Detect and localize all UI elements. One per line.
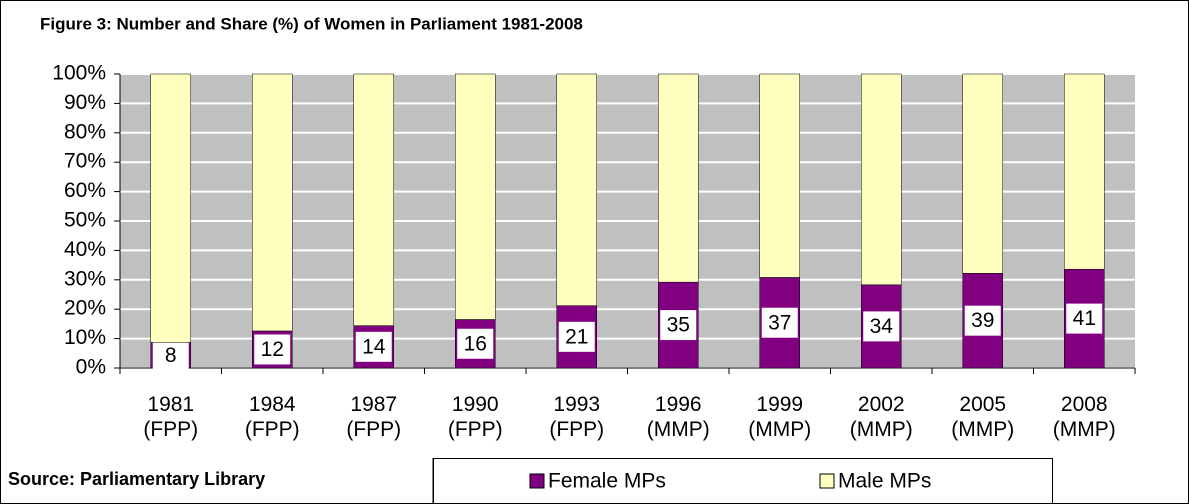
bar-segment	[759, 73, 800, 278]
data-label: 39	[971, 309, 994, 332]
y-tick-label: 90%	[64, 91, 106, 114]
x-tick-label: 2008 (MMP)	[1052, 393, 1116, 441]
data-label: 34	[870, 315, 894, 338]
data-label-box	[457, 328, 494, 359]
y-tick-label: 0%	[76, 356, 106, 379]
legend-swatch	[529, 473, 545, 489]
legend-label: Female MPs	[548, 470, 666, 493]
x-tick-label: 1984 (FPP)	[244, 393, 300, 441]
y-tick-label: 50%	[64, 209, 106, 232]
data-label-box	[964, 305, 1001, 336]
data-label-box	[558, 321, 595, 352]
bar-segment	[150, 73, 191, 343]
data-label-box	[1066, 303, 1103, 334]
bar-segment	[353, 73, 394, 326]
data-label: 37	[768, 311, 791, 334]
bar-segment	[455, 73, 496, 320]
data-label: 12	[261, 338, 284, 361]
y-tick-label: 10%	[64, 326, 106, 349]
x-tick-label: 1987 (FPP)	[346, 393, 402, 441]
bar-segment	[1064, 73, 1105, 270]
data-label: 16	[464, 332, 487, 355]
x-tick-label: 2002 (MMP)	[849, 393, 913, 441]
y-tick-label: 80%	[64, 120, 106, 143]
y-tick-label: 100%	[52, 62, 106, 85]
data-label-box	[761, 307, 798, 338]
data-label-box	[152, 340, 189, 371]
data-label-box	[254, 334, 291, 365]
y-tick-label: 60%	[64, 179, 106, 202]
y-tick-label: 70%	[64, 150, 106, 173]
x-tick-label: 1993 (FPP)	[549, 393, 605, 441]
bar-segment	[252, 73, 293, 332]
bar-segment	[556, 73, 597, 306]
data-label: 14	[362, 335, 386, 358]
data-label-box	[660, 310, 697, 341]
data-label: 35	[667, 314, 690, 337]
bar-segment	[658, 73, 699, 283]
y-tick-label: 20%	[64, 297, 106, 320]
legend-swatch	[819, 473, 835, 489]
data-label: 21	[565, 325, 588, 348]
source: Source: Parliamentary Library	[8, 469, 265, 489]
chart-title: Figure 3: Number and Share (%) of Women …	[40, 14, 583, 33]
y-tick-label: 30%	[64, 267, 106, 290]
y-tick-label: 40%	[64, 238, 106, 261]
x-tick-label: 2005 (MMP)	[951, 393, 1015, 441]
legend-label: Male MPs	[838, 470, 931, 493]
data-label: 41	[1073, 307, 1096, 330]
x-tick-label: 1990 (FPP)	[447, 393, 503, 441]
x-tick-label: 1996 (MMP)	[646, 393, 710, 441]
legend-box	[433, 458, 1053, 504]
data-label: 8	[165, 344, 177, 367]
data-label-box	[863, 311, 900, 342]
bar-segment	[861, 73, 902, 286]
data-label-box	[355, 331, 392, 362]
x-tick-label: 1981 (FPP)	[143, 393, 199, 441]
x-tick-label: 1999 (MMP)	[748, 393, 812, 441]
bar-segment	[962, 73, 1003, 274]
